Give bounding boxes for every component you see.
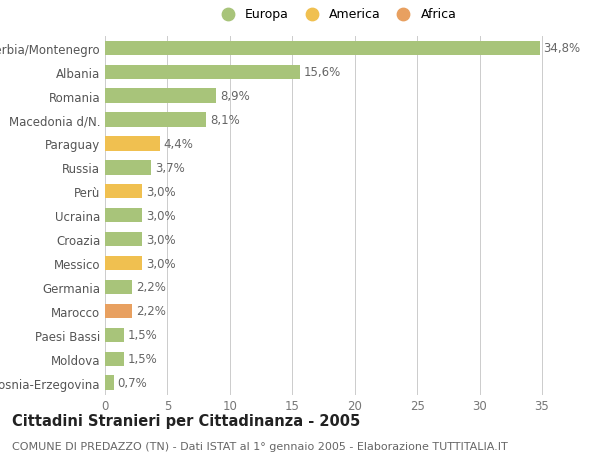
Bar <box>105 89 216 104</box>
Bar <box>105 232 142 247</box>
Text: 8,9%: 8,9% <box>220 90 250 103</box>
Bar <box>105 208 142 223</box>
Text: 8,1%: 8,1% <box>210 114 239 127</box>
Text: 1,5%: 1,5% <box>127 329 157 341</box>
Text: Cittadini Stranieri per Cittadinanza - 2005: Cittadini Stranieri per Cittadinanza - 2… <box>12 413 360 428</box>
Text: 3,0%: 3,0% <box>146 233 176 246</box>
Text: 15,6%: 15,6% <box>304 66 341 79</box>
Text: 0,7%: 0,7% <box>118 376 147 389</box>
Text: COMUNE DI PREDAZZO (TN) - Dati ISTAT al 1° gennaio 2005 - Elaborazione TUTTITALI: COMUNE DI PREDAZZO (TN) - Dati ISTAT al … <box>12 441 508 451</box>
Bar <box>105 185 142 199</box>
Text: 3,7%: 3,7% <box>155 162 185 174</box>
Bar <box>105 375 114 390</box>
Text: 3,0%: 3,0% <box>146 185 176 198</box>
Text: 2,2%: 2,2% <box>136 305 166 318</box>
Text: 4,4%: 4,4% <box>164 138 194 151</box>
Bar <box>105 352 124 366</box>
Bar <box>105 41 539 56</box>
Text: 1,5%: 1,5% <box>127 353 157 365</box>
Text: 3,0%: 3,0% <box>146 257 176 270</box>
Bar <box>105 161 151 175</box>
Bar <box>105 65 300 80</box>
Bar <box>105 256 142 271</box>
Text: 34,8%: 34,8% <box>543 42 580 55</box>
Bar <box>105 280 133 295</box>
Text: 3,0%: 3,0% <box>146 209 176 222</box>
Legend: Europa, America, Africa: Europa, America, Africa <box>213 6 459 23</box>
Bar <box>105 113 206 128</box>
Bar <box>105 328 124 342</box>
Bar <box>105 304 133 319</box>
Text: 2,2%: 2,2% <box>136 281 166 294</box>
Bar <box>105 137 160 151</box>
